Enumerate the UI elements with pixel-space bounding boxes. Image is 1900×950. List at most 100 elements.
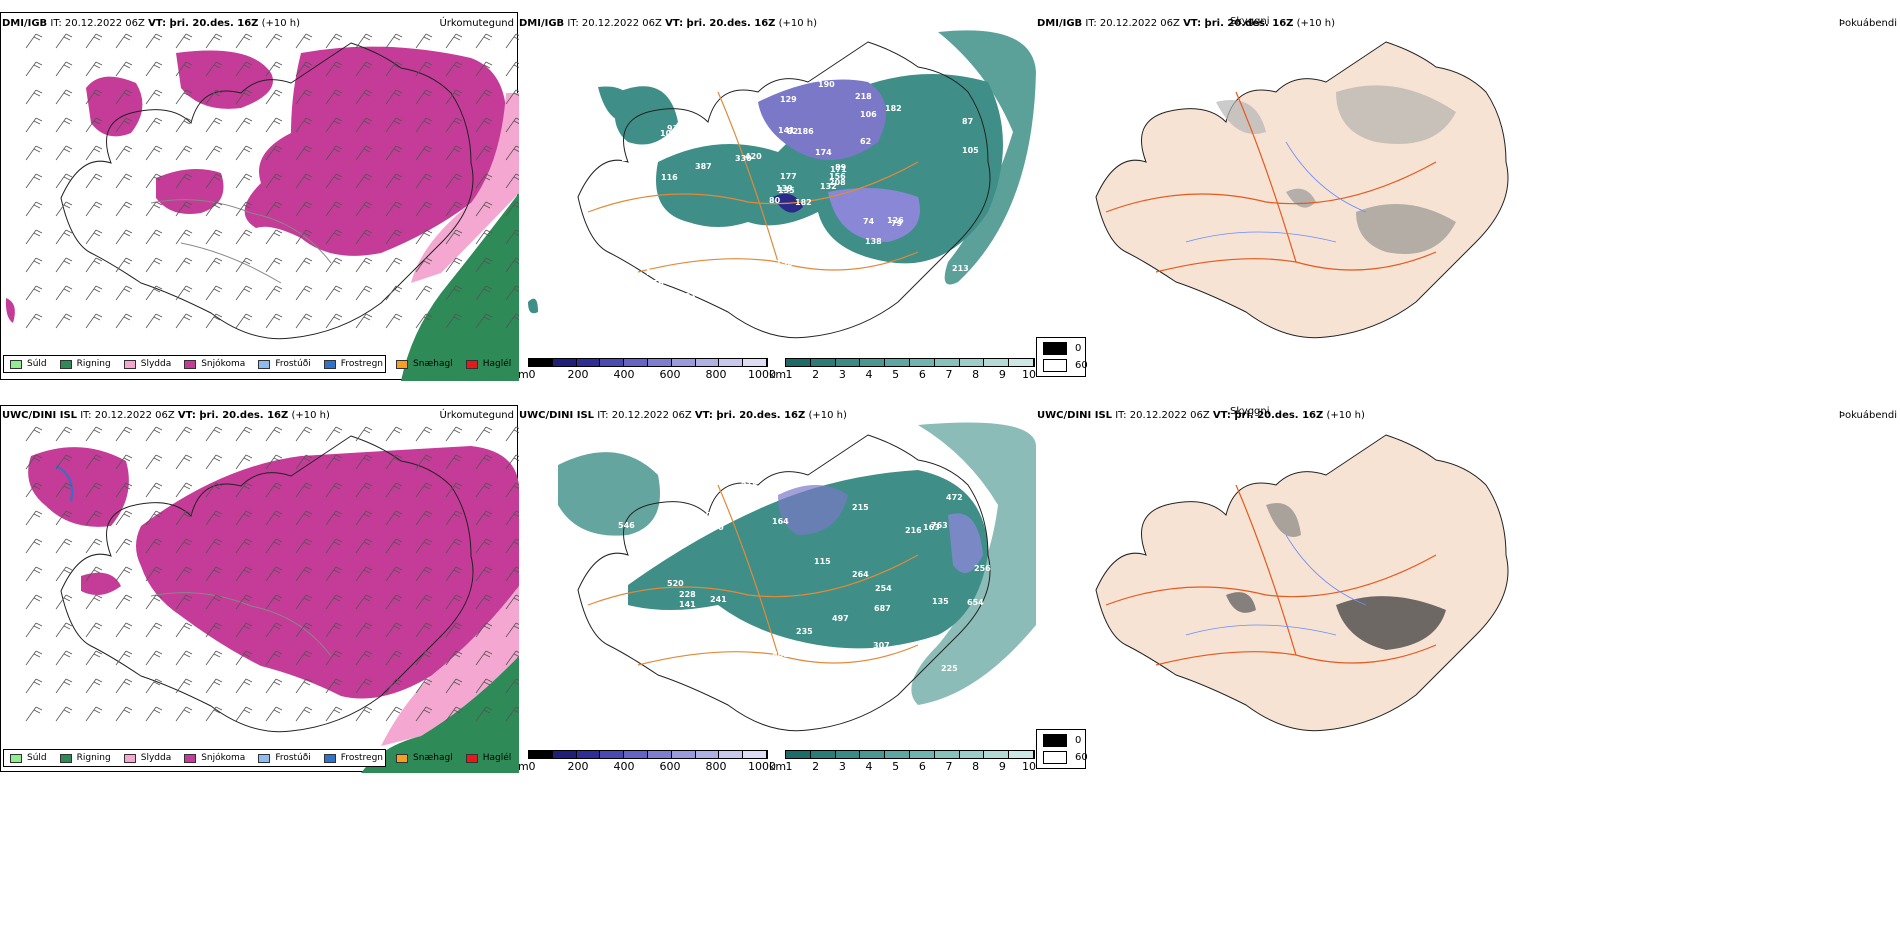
wind-barb [205, 229, 223, 245]
wind-barb [295, 622, 313, 638]
wind-barb [325, 229, 343, 245]
wind-barb [205, 538, 223, 554]
wind-barb [385, 33, 403, 49]
wind-barb [355, 145, 373, 161]
fog-title-dmi: Þokuábendi [1838, 18, 1897, 29]
precip-map-uwc: Súld Rigning Slydda Snjókoma Frostúði Frostre… [0, 405, 519, 773]
visibility-value-label: 82 [787, 127, 798, 136]
wind-barb [115, 454, 133, 470]
wind-barb [385, 622, 403, 638]
lead-time: (+10 h) [288, 410, 330, 421]
visibility-value-label: 497 [832, 614, 849, 623]
wind-barb [85, 510, 103, 526]
wind-barb [505, 89, 519, 105]
wind-barb [325, 117, 343, 133]
wind-barb [25, 482, 43, 498]
legend-swatch [184, 753, 197, 763]
legend-item: Rigning [54, 750, 118, 766]
wind-barb [415, 594, 433, 610]
wind-barb [205, 173, 223, 189]
wind-barb [25, 229, 43, 245]
wind-barb [25, 145, 43, 161]
wind-barb [265, 538, 283, 554]
wind-barb [25, 650, 43, 666]
visibility-title-uwc: Skyggni [1230, 406, 1270, 417]
visibility-unit: km [769, 760, 787, 773]
fog-legend-swatch [1043, 342, 1067, 355]
wind-barb [235, 229, 253, 245]
colorbar-cell [860, 359, 886, 366]
wind-barb [475, 173, 493, 189]
wind-barb [145, 482, 163, 498]
colorbar-tick: 2 [812, 368, 820, 381]
wind-barb [355, 201, 373, 217]
wind-barb [145, 33, 163, 49]
wind-barb [85, 117, 103, 133]
visibility-value-label: 434 [714, 285, 731, 294]
visibility-value-label: 338 [720, 247, 737, 256]
visibility-value-label: 103 [679, 292, 696, 301]
wind-barb [205, 257, 223, 273]
wind-barb [295, 257, 313, 273]
wind-barb [475, 454, 493, 470]
wind-barb [235, 173, 253, 189]
wind-barb [475, 201, 493, 217]
visibility-value-label: 254 [875, 584, 892, 593]
wind-barb [85, 313, 103, 329]
colorbar-cell [835, 359, 861, 366]
wind-barb [175, 594, 193, 610]
wind-barb [415, 426, 433, 442]
wind-barb [475, 61, 493, 77]
wind-barb [115, 510, 133, 526]
wind-barb [475, 566, 493, 582]
wind-barb [295, 89, 313, 105]
colorbar-cell [647, 359, 672, 366]
visibility-value-label: 763 [931, 521, 948, 530]
wind-barb [145, 145, 163, 161]
visibility-value-label: 182 [885, 104, 902, 113]
fog-legend-label: 0 [1075, 735, 1082, 746]
wind-barb [145, 285, 163, 301]
wind-barb [25, 454, 43, 470]
legend-item: Snæhagl [390, 356, 460, 372]
wind-barb [415, 566, 433, 582]
wind-barb [415, 510, 433, 526]
wind-barb [235, 594, 253, 610]
wind-barb [85, 285, 103, 301]
wind-barb [115, 538, 133, 554]
wind-barb [235, 117, 253, 133]
legend-item: Súld [4, 750, 54, 766]
wind-barb [235, 566, 253, 582]
colorbar-cell [909, 751, 935, 758]
colorbar-cell [1009, 751, 1034, 758]
wind-barb [145, 313, 163, 329]
wind-barb [235, 706, 253, 722]
wind-barb [85, 426, 103, 442]
colorbar-tick: 8 [972, 368, 980, 381]
legend-label: Frostúði [275, 359, 311, 369]
wind-barb [385, 313, 403, 329]
wind-barb [235, 33, 253, 49]
colorbar-tick: 1000 [748, 368, 776, 381]
wind-barb [145, 538, 163, 554]
colorbar-cell [786, 359, 811, 366]
init-time: IT: 20.12.2022 06Z [77, 410, 178, 421]
visibility-value-label: 115 [814, 557, 831, 566]
wind-barb [295, 454, 313, 470]
wind-barb [385, 678, 403, 694]
wind-barb [205, 566, 223, 582]
wind-barb [415, 706, 433, 722]
colorbar-cell [885, 751, 910, 758]
wind-barb [385, 594, 403, 610]
legend-swatch [258, 753, 271, 763]
wind-barb [385, 229, 403, 245]
wind-barb [505, 706, 519, 722]
wind-barb [325, 313, 343, 329]
wind-barb [85, 201, 103, 217]
wind-barb [475, 678, 493, 694]
wind-barb [445, 510, 463, 526]
colorbar-cell [810, 751, 836, 758]
wind-barb [325, 89, 343, 105]
wind-barb [235, 454, 253, 470]
wind-barb [115, 650, 133, 666]
